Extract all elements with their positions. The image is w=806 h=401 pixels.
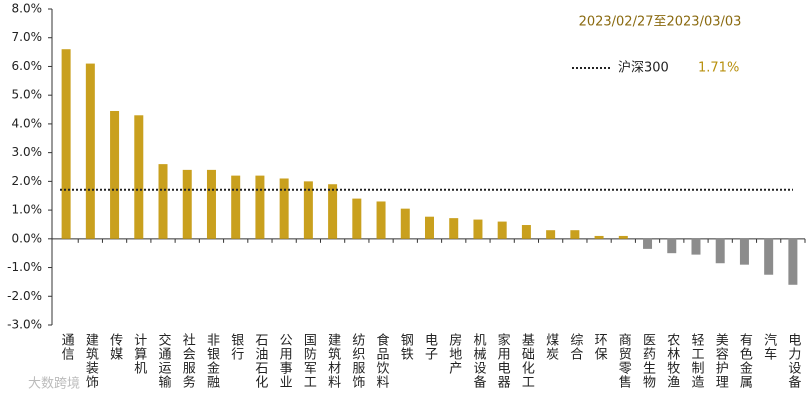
bar <box>231 175 241 239</box>
bar <box>618 235 628 239</box>
bar <box>400 208 410 239</box>
y-tick-label: 1.0% <box>12 203 43 217</box>
bar <box>594 235 604 239</box>
x-tick-label: 房地产 <box>446 332 462 375</box>
y-tick-label: 0.0% <box>12 231 43 245</box>
bar <box>303 181 313 239</box>
bar <box>546 230 556 239</box>
x-tick-label: 家用电器 <box>495 332 511 389</box>
bar <box>255 175 265 239</box>
bar <box>110 110 120 239</box>
bar <box>134 115 144 239</box>
x-tick-label: 电子 <box>422 333 438 361</box>
x-tick-label: 煤炭 <box>543 333 559 361</box>
bar <box>521 225 531 239</box>
bar <box>206 169 216 239</box>
legend-value: 1.71% <box>698 61 739 76</box>
bar <box>158 164 168 239</box>
y-tick-label: 8.0% <box>12 2 43 16</box>
bar <box>449 218 459 239</box>
y-tick-label: -2.0% <box>7 289 42 303</box>
x-tick-label: 商贸零售 <box>616 333 632 389</box>
x-tick-label: 基础化工 <box>519 333 535 389</box>
y-tick-label: 2.0% <box>12 174 43 188</box>
y-tick-label: -1.0% <box>7 260 42 274</box>
bar <box>352 198 362 239</box>
bar <box>376 201 386 239</box>
x-tick-label: 美容护理 <box>713 333 729 389</box>
x-tick-label: 计算机 <box>131 333 147 375</box>
x-tick-label: 食品饮料 <box>374 332 390 389</box>
watermark: 大数跨境 <box>28 377 80 392</box>
x-tick-label: 公用事业 <box>277 333 293 389</box>
bar <box>570 230 580 239</box>
bar <box>182 169 192 239</box>
y-tick-label: 4.0% <box>12 116 43 130</box>
bar <box>279 178 289 239</box>
bar <box>425 216 434 239</box>
x-tick-label: 综合 <box>567 333 583 361</box>
x-tick-label: 轻工制造 <box>688 333 704 389</box>
x-tick-label: 钢铁 <box>398 333 414 361</box>
x-tick-label: 电力设备 <box>785 333 801 389</box>
bar <box>691 238 701 255</box>
legend-label: 沪深300 <box>618 60 669 76</box>
x-tick-label: 有色金属 <box>737 333 753 389</box>
y-tick-label: -3.0% <box>7 318 42 332</box>
x-tick-label: 非银金融 <box>204 333 220 389</box>
bar <box>739 238 749 265</box>
bar <box>643 238 653 249</box>
x-tick-label: 纺织服饰 <box>349 333 365 389</box>
x-tick-label: 机械设备 <box>470 333 486 389</box>
y-tick-label: 5.0% <box>12 88 43 102</box>
x-tick-label: 传媒 <box>107 333 123 361</box>
x-tick-label: 石油石化 <box>252 333 268 389</box>
bar <box>788 238 798 285</box>
bar <box>328 184 338 239</box>
x-tick-label: 环保 <box>592 333 608 361</box>
bar <box>473 219 483 239</box>
x-tick-label: 建筑装饰 <box>83 333 99 389</box>
bar <box>764 238 774 275</box>
y-tick-label: 3.0% <box>12 145 43 159</box>
x-tick-label: 医药生物 <box>640 333 656 389</box>
bar <box>85 63 95 239</box>
date-range: 2023/02/27至2023/03/03 <box>579 15 742 30</box>
bar <box>61 49 71 239</box>
x-tick-label: 交通运输 <box>156 332 172 389</box>
bar <box>497 221 507 239</box>
x-tick-label: 国防军工 <box>301 333 317 389</box>
bar <box>667 238 677 254</box>
x-tick-label: 通信 <box>59 333 75 361</box>
y-tick-label: 6.0% <box>12 59 43 73</box>
x-tick-label: 农林牧渔 <box>664 333 680 389</box>
x-tick-label: 社会服务 <box>180 332 196 389</box>
x-tick-label: 汽车 <box>761 333 777 361</box>
y-tick-label: 7.0% <box>12 30 43 44</box>
bar <box>715 238 725 264</box>
x-tick-label: 建筑材料 <box>325 333 341 389</box>
x-tick-label: 银行 <box>228 333 244 361</box>
